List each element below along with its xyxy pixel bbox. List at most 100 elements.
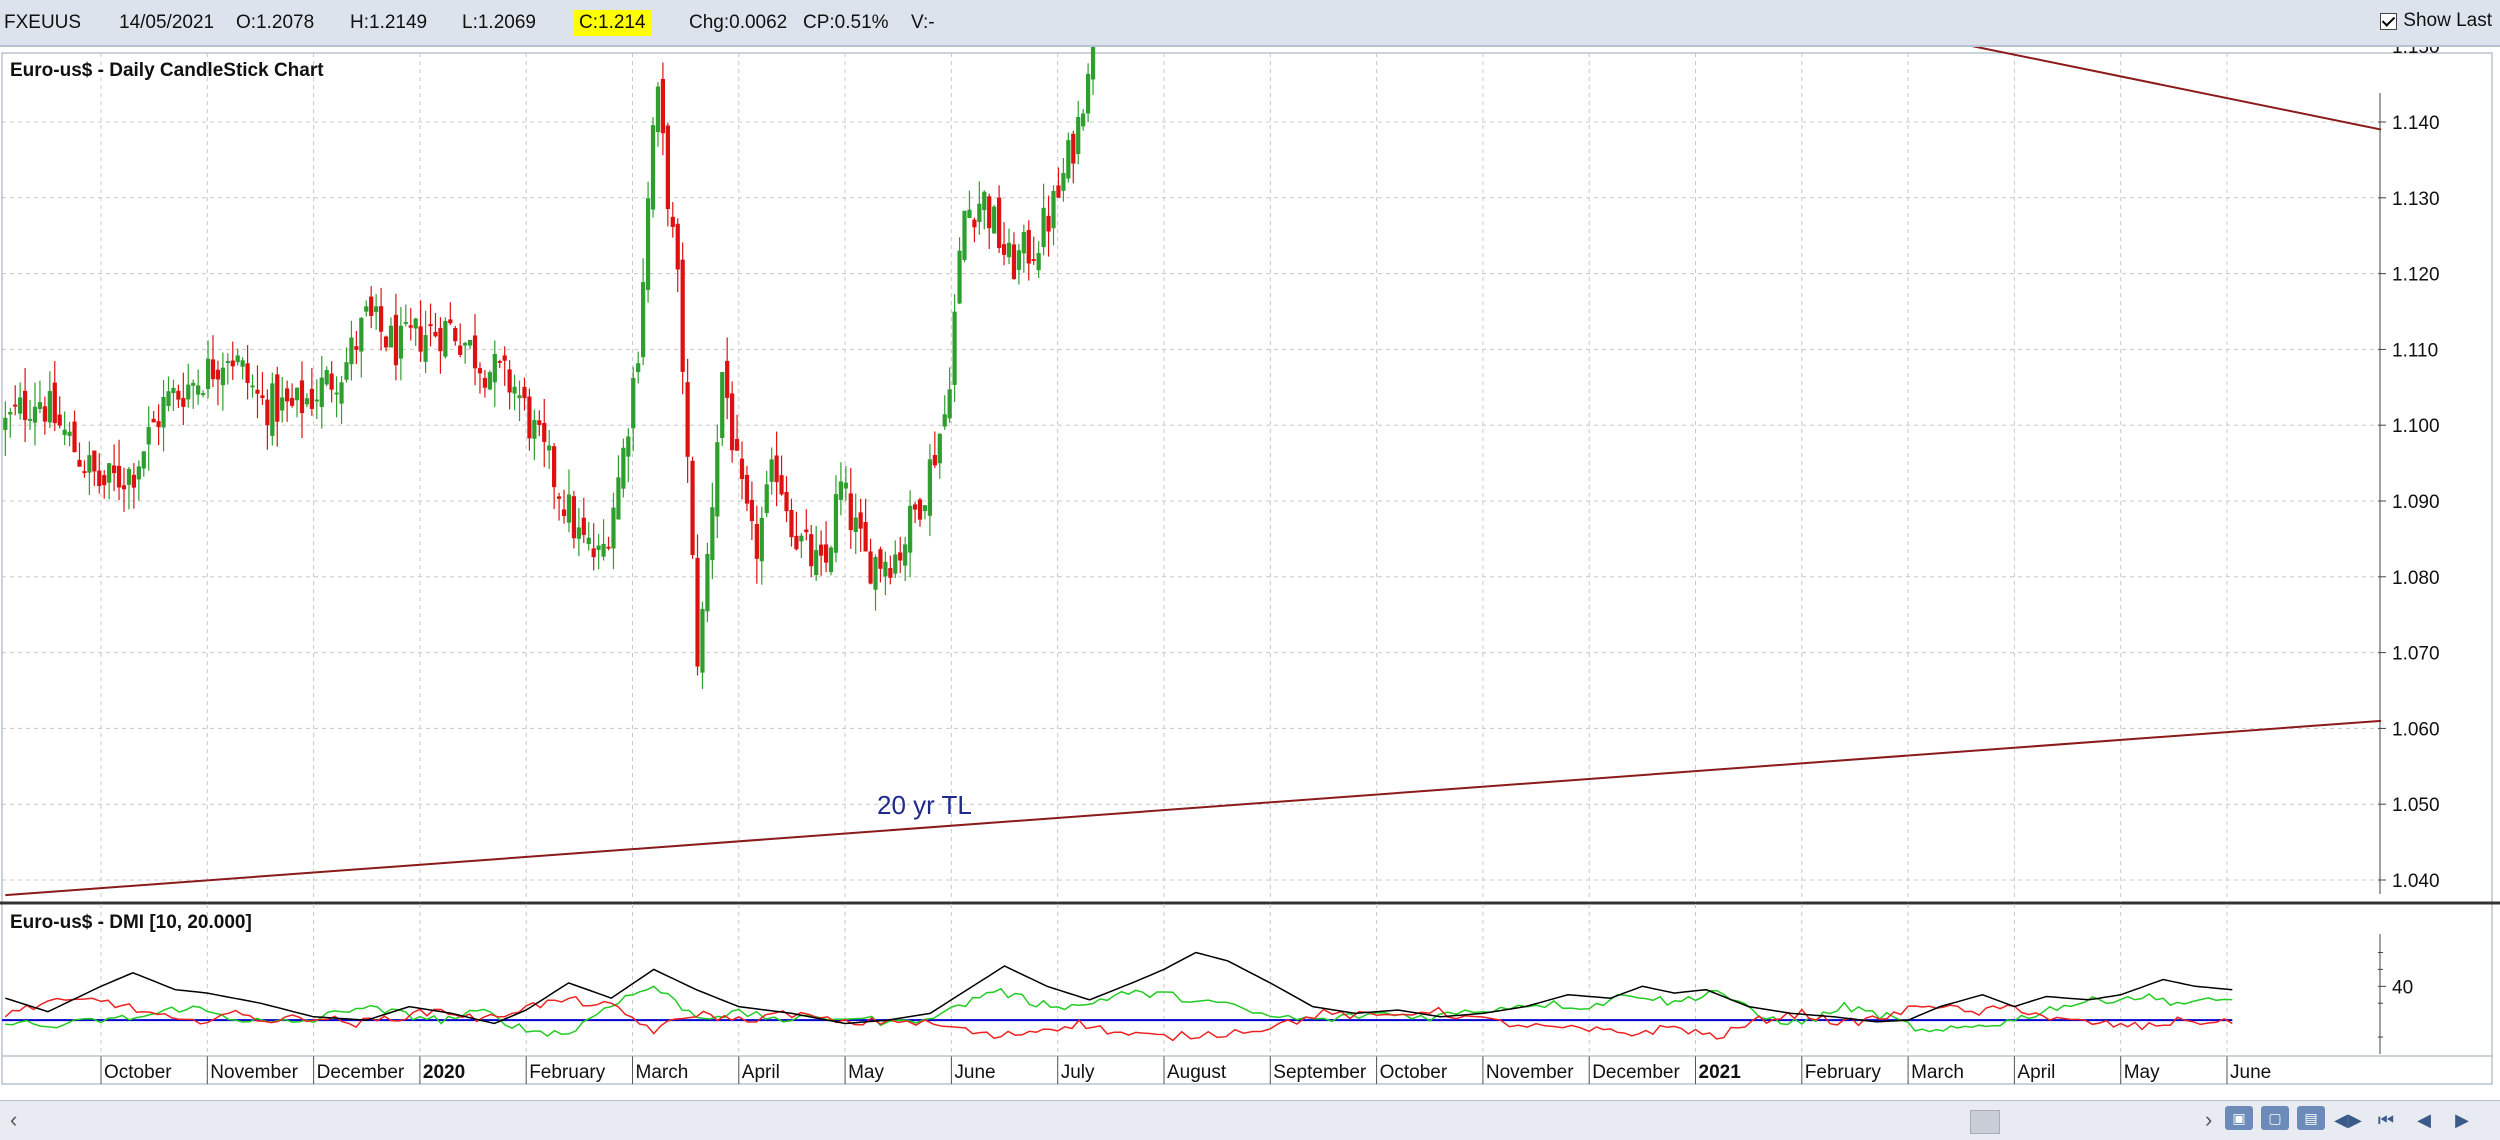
candle-body [13,404,18,407]
candle-body [626,436,631,457]
candle [507,360,512,410]
candle [497,359,502,369]
candle [611,492,616,570]
candle-body [87,455,92,473]
scroll-left-icon[interactable]: ‹ [10,1107,18,1132]
candle-body [250,385,255,388]
horizontal-scrollbar[interactable]: ‹ › ▣ ▢ ▤ ◀▶ ⏮ ◀ ▶ [0,1100,2500,1140]
candle-body [482,377,488,388]
candle [1031,236,1036,265]
candle-body [566,494,572,523]
candle-body [418,326,423,352]
candle [107,463,112,500]
candle-body [1026,230,1031,264]
candle [606,536,611,551]
candle [626,428,631,483]
candle [784,476,789,523]
next-icon[interactable]: ▶ [2455,1109,2469,1130]
zoom-out-icon[interactable]: ▢ [2261,1106,2289,1130]
first-icon[interactable]: ⏮ [2377,1109,2395,1130]
candle [23,368,28,443]
candle-body [591,548,596,558]
scroll-right-icon[interactable]: › [2205,1107,2213,1132]
candle-body [156,421,161,428]
candle [868,538,873,585]
candle-body [289,397,295,406]
candle [37,380,43,414]
candle-body [374,306,379,312]
candle-body [611,507,616,549]
expand-icon[interactable]: ◀▶ [2334,1109,2362,1130]
zoom-in-icon[interactable]: ▣ [2225,1106,2253,1130]
candle [428,303,433,347]
candle-body [1046,215,1051,232]
candle [319,355,324,429]
candle [265,389,270,450]
candle-body [215,369,221,380]
candle [641,258,646,366]
month-label: July [1061,1062,1095,1083]
candle [156,404,161,446]
candle [631,367,636,452]
candle [314,379,319,419]
candle-body [522,386,527,399]
candle [210,335,216,388]
candle [675,218,680,292]
candle-body [700,608,705,673]
candle [369,286,374,329]
candle [477,362,483,394]
candle [378,287,384,351]
candle [97,453,102,494]
candle [769,447,774,495]
candle-body [92,450,97,472]
candle [710,482,715,580]
candle-body [146,427,151,445]
high-label: H:1.2149 [350,12,428,33]
candle [438,317,443,374]
month-label: February [1805,1062,1882,1083]
candle [250,374,255,398]
candle [349,320,354,381]
candle [556,492,562,521]
candle-body [908,505,913,553]
candle-body [828,547,834,573]
candle-body [789,510,794,538]
chart-canvas[interactable]: October November December 2020 February March… [0,47,2500,1100]
candle [309,367,314,416]
candle [191,379,196,409]
candle-body [552,446,557,488]
prev-icon[interactable]: ◀ [2417,1109,2431,1130]
candle [764,470,769,518]
candle-body [225,361,230,364]
candle [72,410,77,453]
candle-body [868,551,873,584]
scroll-thumb[interactable] [1970,1110,2000,1134]
candle-body [196,385,201,395]
candle-body [181,398,186,407]
candle [1001,222,1007,266]
candle [967,190,972,218]
candle-body [749,499,755,522]
candle-body [858,512,863,529]
candle-body [710,507,715,561]
candle-body [37,402,43,409]
show-last-toggle[interactable]: Show Last [2380,10,2492,32]
zoom-fit-icon[interactable]: ▤ [2297,1106,2325,1130]
candle [665,123,670,227]
candle [141,451,146,477]
price-tick-label: 1.070 [2392,644,2440,665]
candle-body [1066,140,1071,179]
candle [1061,157,1066,202]
candle [280,376,285,423]
candle [992,204,997,234]
candle-body [408,325,413,328]
candle-body [492,354,497,383]
show-last-checkbox[interactable] [2380,12,2398,30]
candle-body [838,481,843,500]
candle-body [581,517,586,535]
candle-body [62,429,67,435]
candle-body [359,317,364,352]
candle-body [230,360,235,367]
candle-body [967,209,972,218]
candle-body [720,372,725,438]
